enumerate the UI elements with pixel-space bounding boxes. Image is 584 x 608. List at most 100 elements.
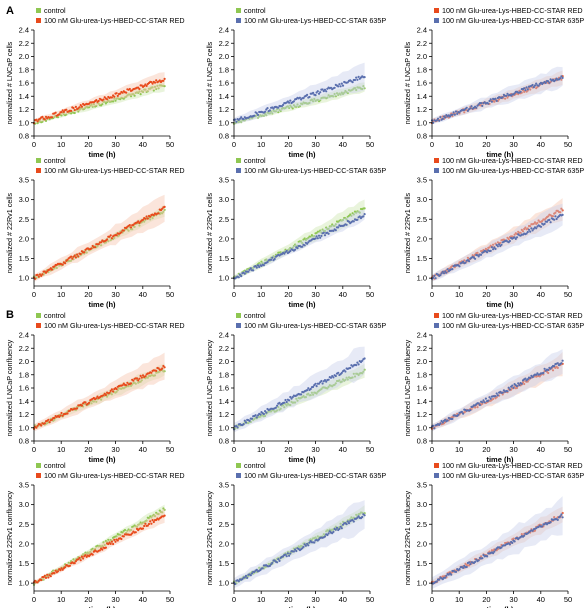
error-band bbox=[432, 203, 563, 282]
data-point bbox=[500, 546, 503, 549]
data-point bbox=[432, 276, 435, 279]
data-point bbox=[508, 543, 511, 546]
data-point bbox=[262, 264, 265, 267]
data-point bbox=[279, 407, 282, 410]
y-axis-label: normalized # 22Rv1 cells bbox=[205, 192, 214, 273]
data-point bbox=[445, 271, 448, 274]
data-point bbox=[256, 113, 260, 116]
data-point bbox=[234, 118, 237, 121]
y-axis-label: normalized LNCaP confluency bbox=[403, 339, 412, 436]
data-point bbox=[446, 268, 449, 271]
legend-entry: 100 nM Glu-urea-Lys-HBED-CC-STAR RED bbox=[44, 321, 185, 330]
data-point bbox=[163, 370, 166, 373]
x-axis-label: time (h) bbox=[486, 300, 514, 309]
y-tick-label: 3.5 bbox=[219, 481, 229, 490]
data-point bbox=[329, 225, 333, 228]
data-point bbox=[315, 385, 318, 388]
x-tick-label: 50 bbox=[166, 140, 174, 149]
data-point bbox=[351, 376, 354, 379]
data-point bbox=[309, 394, 312, 397]
data-point bbox=[466, 256, 469, 259]
x-tick-label: 30 bbox=[311, 595, 319, 604]
data-point bbox=[306, 93, 309, 96]
data-point bbox=[162, 210, 165, 213]
data-point bbox=[131, 532, 134, 535]
legend-swatch bbox=[434, 473, 439, 478]
data-point bbox=[308, 101, 311, 104]
y-tick-label: 3.5 bbox=[19, 481, 29, 490]
data-point bbox=[153, 85, 157, 88]
data-point bbox=[283, 406, 286, 409]
y-tick-label: 1.4 bbox=[19, 397, 29, 406]
data-point bbox=[492, 552, 495, 555]
data-point bbox=[511, 541, 514, 545]
data-point bbox=[323, 535, 327, 538]
data-point bbox=[462, 260, 465, 263]
legend-swatch bbox=[236, 473, 241, 478]
data-point bbox=[334, 382, 337, 385]
data-point bbox=[561, 516, 564, 519]
x-axis-label: time (h) bbox=[486, 605, 514, 608]
y-tick-label: 2.0 bbox=[417, 357, 427, 366]
y-axis-label: normalized 22Rv1 confluency bbox=[5, 490, 14, 585]
data-point bbox=[524, 89, 527, 92]
legend-entry: control bbox=[44, 461, 66, 470]
data-point bbox=[80, 404, 83, 407]
data-point bbox=[283, 401, 286, 404]
data-point bbox=[250, 417, 254, 420]
data-point bbox=[84, 401, 87, 404]
data-point bbox=[533, 221, 537, 224]
data-point bbox=[123, 528, 127, 532]
data-point bbox=[120, 537, 123, 541]
data-point bbox=[125, 531, 128, 534]
data-point bbox=[95, 400, 98, 403]
data-point bbox=[102, 541, 105, 544]
data-point bbox=[298, 105, 301, 108]
y-tick-label: 1.4 bbox=[19, 92, 29, 101]
data-point bbox=[322, 231, 325, 234]
data-point bbox=[531, 529, 534, 532]
x-tick-label: 0 bbox=[430, 595, 434, 604]
data-point bbox=[530, 227, 533, 230]
data-point bbox=[128, 87, 131, 91]
data-point bbox=[303, 244, 306, 247]
data-point bbox=[265, 114, 268, 117]
x-tick-label: 10 bbox=[257, 445, 265, 454]
data-point bbox=[258, 265, 261, 269]
data-point bbox=[266, 107, 269, 110]
data-point bbox=[453, 113, 456, 116]
data-point bbox=[82, 557, 85, 560]
x-tick-label: 20 bbox=[482, 290, 490, 299]
data-point bbox=[107, 240, 110, 243]
data-point bbox=[134, 382, 137, 385]
x-tick-label: 0 bbox=[232, 445, 236, 454]
y-tick-label: 1.8 bbox=[417, 65, 427, 74]
legend-swatch bbox=[236, 158, 241, 163]
data-point bbox=[122, 229, 125, 232]
legend-entry: 100 nM Glu-urea-Lys-HBED-CC-STAR 635P bbox=[442, 166, 584, 175]
x-axis-label: time (h) bbox=[288, 455, 316, 464]
data-point bbox=[494, 395, 497, 398]
data-point bbox=[140, 376, 143, 379]
data-point bbox=[325, 380, 328, 383]
data-point bbox=[128, 93, 131, 96]
data-point bbox=[155, 79, 158, 82]
data-point bbox=[121, 384, 124, 387]
data-point bbox=[451, 268, 454, 271]
data-point bbox=[300, 393, 303, 396]
data-point bbox=[70, 259, 73, 262]
y-tick-label: 2.4 bbox=[417, 331, 427, 340]
data-point bbox=[529, 376, 532, 380]
y-tick-label: 1.0 bbox=[219, 274, 229, 283]
y-tick-label: 2.2 bbox=[219, 344, 229, 353]
y-tick-label: 2.2 bbox=[19, 39, 29, 48]
data-point bbox=[161, 511, 164, 514]
data-point bbox=[357, 373, 360, 377]
data-point bbox=[462, 412, 465, 415]
data-point bbox=[475, 558, 478, 561]
y-tick-label: 2.0 bbox=[19, 234, 29, 243]
y-tick-label: 0.8 bbox=[19, 437, 29, 446]
data-point bbox=[144, 88, 147, 91]
data-point bbox=[535, 227, 538, 230]
data-point bbox=[526, 378, 529, 381]
